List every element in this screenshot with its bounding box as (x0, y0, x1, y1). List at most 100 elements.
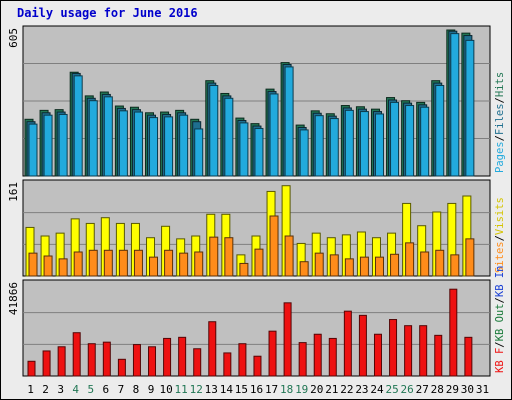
bar-pages-9 (149, 117, 159, 177)
bar-kb-f-5 (87, 343, 96, 377)
bar-pages-17 (269, 93, 279, 177)
bar-sites-15 (239, 262, 249, 277)
legend-item-top-2: Files (494, 103, 506, 135)
bar-sites-2 (43, 255, 53, 277)
bar-sites-29 (450, 254, 460, 277)
x-label-day-22: 22 (340, 383, 353, 396)
x-label-day-15: 15 (235, 383, 248, 396)
bar-sites-18 (284, 235, 294, 277)
bar-sites-3 (58, 258, 68, 277)
bar-kb-f-21 (328, 337, 337, 377)
x-label-day-3: 3 (57, 383, 64, 396)
bar-pages-23 (359, 111, 369, 177)
x-label-day-18: 18 (280, 383, 293, 396)
bar-kb-f-14 (223, 352, 232, 377)
x-label-day-25: 25 (385, 383, 398, 396)
x-label-day-20: 20 (310, 383, 323, 396)
bar-kb-f-10 (163, 337, 172, 377)
bar-pages-27 (420, 106, 430, 177)
bar-kb-f-25 (389, 319, 398, 377)
x-label-day-5: 5 (87, 383, 94, 396)
bar-pages-10 (164, 116, 174, 177)
bar-pages-21 (329, 118, 339, 177)
bar-sites-20 (314, 252, 324, 277)
bar-pages-15 (239, 122, 249, 177)
x-label-day-7: 7 (118, 383, 125, 396)
bar-kb-f-11 (178, 336, 187, 377)
legend-top: Pages/Files/Hits (494, 72, 506, 173)
legend-item-bottom-1: / (494, 341, 506, 347)
legend-item-top-1: / (494, 135, 506, 141)
ymax-label-top: 605 (7, 28, 20, 48)
x-label-day-23: 23 (355, 383, 368, 396)
x-label-day-6: 6 (103, 383, 110, 396)
x-label-day-4: 4 (72, 383, 79, 396)
bar-pages-11 (179, 114, 189, 177)
bar-kb-f-29 (449, 288, 458, 377)
bar-pages-26 (405, 105, 415, 177)
legend-item-bottom-2: KB Out (494, 303, 506, 341)
bar-kb-f-6 (102, 341, 111, 377)
bar-sites-30 (465, 238, 475, 277)
x-label-day-1: 1 (27, 383, 34, 396)
bar-pages-6 (103, 96, 113, 177)
bar-sites-12 (194, 251, 204, 277)
bar-kb-f-19 (298, 342, 307, 377)
bar-sites-6 (103, 249, 113, 277)
bar-pages-8 (133, 111, 143, 177)
bar-sites-23 (359, 256, 369, 277)
bar-sites-14 (224, 237, 234, 277)
bar-pages-14 (224, 97, 234, 177)
bar-pages-29 (450, 33, 460, 177)
bar-kb-f-20 (313, 333, 322, 377)
x-label-day-19: 19 (295, 383, 308, 396)
legend-item-bottom-3: / (494, 297, 506, 303)
bar-pages-4 (73, 75, 83, 177)
bar-sites-11 (179, 252, 189, 277)
bar-sites-1 (28, 252, 38, 277)
bar-pages-28 (435, 85, 445, 177)
x-label-day-30: 30 (461, 383, 474, 396)
legend-item-middle-1: / (494, 235, 506, 241)
bar-sites-22 (344, 258, 354, 277)
bar-pages-5 (88, 100, 98, 177)
bar-sites-28 (435, 249, 445, 277)
bar-pages-30 (465, 39, 475, 177)
bar-pages-13 (209, 85, 219, 177)
bar-sites-17 (269, 215, 279, 277)
x-label-day-2: 2 (42, 383, 49, 396)
x-label-day-24: 24 (370, 383, 384, 396)
x-label-day-16: 16 (250, 383, 263, 396)
bar-kb-f-18 (283, 302, 292, 377)
bar-kb-f-24 (373, 333, 382, 377)
bar-sites-5 (88, 249, 98, 277)
x-label-day-21: 21 (325, 383, 338, 396)
bar-kb-f-22 (343, 310, 352, 377)
x-label-day-29: 29 (446, 383, 459, 396)
bar-pages-12 (194, 128, 204, 177)
bar-kb-f-17 (268, 330, 277, 377)
x-label-day-14: 14 (220, 383, 234, 396)
legend-item-bottom-4: KB In (494, 266, 506, 298)
bar-kb-f-16 (253, 355, 262, 377)
bar-kb-f-8 (132, 344, 141, 377)
x-label-day-27: 27 (416, 383, 429, 396)
legend-item-middle-0: Sites (494, 241, 506, 273)
bar-kb-f-13 (208, 321, 217, 377)
bar-kb-f-30 (464, 336, 473, 377)
bar-pages-7 (118, 110, 128, 177)
bar-pages-24 (374, 113, 384, 177)
bar-kb-f-1 (27, 360, 36, 377)
bar-sites-25 (390, 253, 400, 277)
bar-kb-f-4 (72, 332, 81, 377)
x-label-day-13: 13 (205, 383, 218, 396)
bar-kb-f-2 (42, 350, 51, 377)
bar-sites-24 (374, 256, 384, 277)
bar-pages-3 (58, 113, 68, 177)
legend-bottom: KB F/KB Out/KB In (494, 266, 506, 374)
x-label-day-11: 11 (175, 383, 188, 396)
legend-item-middle-2: Visits (494, 197, 506, 235)
bar-kb-f-23 (358, 314, 367, 377)
bar-sites-9 (149, 256, 159, 277)
bar-sites-27 (420, 251, 430, 277)
